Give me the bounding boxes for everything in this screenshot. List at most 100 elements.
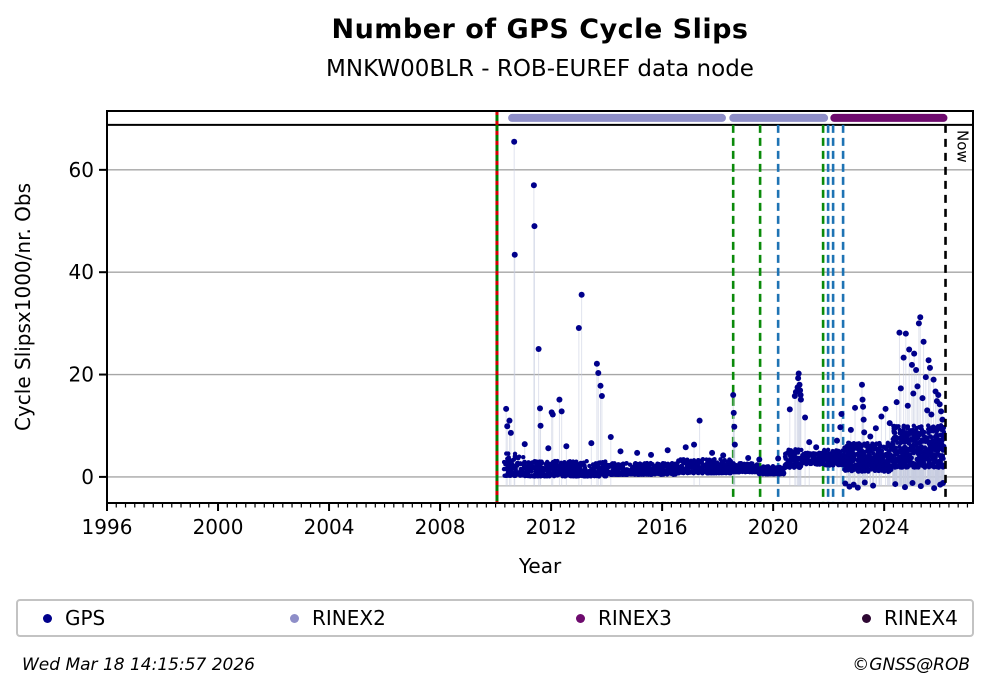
data-point	[723, 466, 728, 471]
data-point	[910, 443, 915, 448]
data-point	[742, 466, 747, 471]
data-point	[912, 464, 917, 469]
data-point	[936, 462, 941, 467]
data-point	[506, 417, 513, 424]
data-point	[825, 456, 830, 461]
x-tick-label: 2004	[304, 515, 355, 539]
data-point	[570, 468, 576, 474]
data-point	[797, 392, 804, 399]
data-point	[843, 468, 848, 473]
data-point	[850, 458, 856, 463]
data-point	[900, 460, 906, 465]
data-point	[860, 416, 867, 423]
data-point	[842, 480, 849, 487]
data-point	[882, 405, 889, 412]
data-point	[535, 466, 541, 471]
data-point	[531, 223, 538, 230]
data-point	[542, 474, 547, 479]
data-point	[877, 442, 883, 448]
data-point	[863, 461, 868, 467]
data-point	[775, 455, 782, 462]
data-point	[924, 479, 931, 486]
data-point	[930, 376, 937, 383]
data-point	[922, 445, 928, 450]
data-point	[648, 461, 653, 467]
data-point	[504, 472, 510, 477]
data-point	[648, 472, 654, 477]
data-point	[706, 465, 712, 470]
data-point	[801, 451, 806, 457]
data-point	[700, 470, 705, 475]
data-point	[725, 459, 730, 464]
rinex3-marker-icon	[576, 613, 585, 623]
data-point	[609, 463, 614, 469]
data-point	[793, 449, 798, 454]
data-point	[864, 457, 870, 463]
data-point	[935, 392, 942, 399]
data-point	[796, 381, 803, 388]
data-point	[895, 436, 901, 441]
data-point	[796, 455, 802, 461]
data-point	[711, 471, 717, 476]
data-point	[872, 425, 879, 432]
data-point	[587, 473, 592, 479]
chart-title: Number of GPS Cycle Slips	[331, 14, 749, 45]
y-tick-label: 60	[69, 158, 94, 182]
data-point	[581, 460, 586, 465]
data-point	[920, 338, 927, 345]
data-point	[897, 444, 902, 450]
data-point	[836, 453, 841, 459]
data-point	[895, 440, 900, 445]
data-point	[797, 396, 804, 403]
data-point	[891, 438, 896, 444]
x-tick-label: 1996	[82, 515, 133, 539]
data-point	[663, 471, 669, 476]
data-point	[838, 410, 845, 417]
legend: GPS RINEX2 RINEX3 RINEX4	[16, 599, 974, 637]
data-point	[537, 405, 543, 412]
x-tick-label: 2000	[193, 515, 244, 539]
rinex2-availability-bar	[508, 113, 726, 122]
rinex2-marker-icon	[290, 613, 299, 623]
legend-item-gps: GPS	[43, 606, 105, 630]
data-point	[940, 448, 946, 453]
data-point	[880, 467, 885, 472]
data-point	[545, 445, 552, 452]
data-point	[677, 469, 682, 474]
data-point	[684, 460, 689, 465]
data-point	[928, 434, 933, 439]
data-point	[735, 463, 740, 468]
data-point	[917, 425, 923, 430]
data-point	[821, 450, 827, 455]
data-point	[933, 437, 939, 443]
data-point	[508, 473, 513, 478]
data-point	[937, 438, 943, 444]
data-point	[660, 461, 666, 467]
data-point	[926, 463, 932, 468]
data-point	[519, 469, 524, 475]
data-point	[511, 463, 516, 468]
data-point	[687, 463, 693, 468]
data-point	[865, 468, 871, 473]
data-point	[900, 452, 906, 457]
legend-label-rinex3: RINEX3	[598, 606, 672, 630]
data-point	[858, 458, 863, 463]
data-point	[769, 471, 775, 477]
data-point	[867, 448, 873, 453]
data-point	[795, 375, 802, 382]
data-point	[558, 460, 564, 466]
data-point	[871, 443, 876, 448]
data-point	[911, 350, 918, 357]
data-point	[921, 458, 927, 463]
data-point	[831, 450, 836, 456]
data-point	[530, 182, 537, 189]
data-point	[511, 138, 518, 145]
data-point	[576, 469, 582, 474]
data-point	[901, 484, 908, 491]
rinex2-availability-bar	[729, 113, 829, 122]
data-point	[720, 452, 727, 459]
data-point	[664, 447, 671, 454]
data-point	[880, 457, 885, 463]
data-point	[634, 472, 640, 477]
